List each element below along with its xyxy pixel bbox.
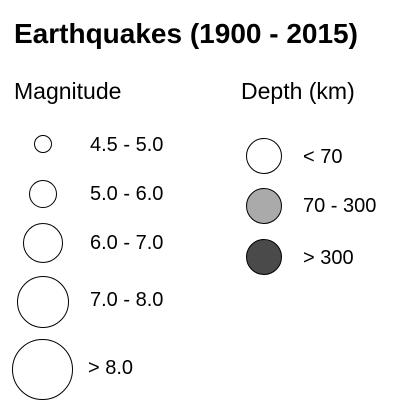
- depth-label: > 300: [303, 247, 354, 269]
- depth-symbol: [246, 138, 282, 174]
- depth-label: 70 - 300: [303, 195, 377, 217]
- depth-heading: Depth (km): [241, 78, 355, 104]
- magnitude-label: 4.5 - 5.0: [90, 134, 164, 156]
- magnitude-label: 5.0 - 6.0: [90, 183, 164, 205]
- legend-title: Earthquakes (1900 - 2015): [14, 18, 358, 49]
- magnitude-label: 7.0 - 8.0: [90, 289, 164, 311]
- depth-symbol: [246, 239, 282, 275]
- magnitude-label: 6.0 - 7.0: [90, 232, 164, 254]
- magnitude-label: > 8.0: [88, 357, 134, 379]
- magnitude-symbol: [12, 339, 73, 400]
- magnitude-symbol: [29, 180, 57, 208]
- depth-symbol: [246, 188, 282, 224]
- magnitude-symbol: [17, 276, 69, 328]
- magnitude-symbol: [34, 135, 52, 153]
- magnitude-symbol: [23, 223, 63, 263]
- magnitude-heading: Magnitude: [14, 78, 122, 104]
- depth-label: < 70: [303, 146, 343, 168]
